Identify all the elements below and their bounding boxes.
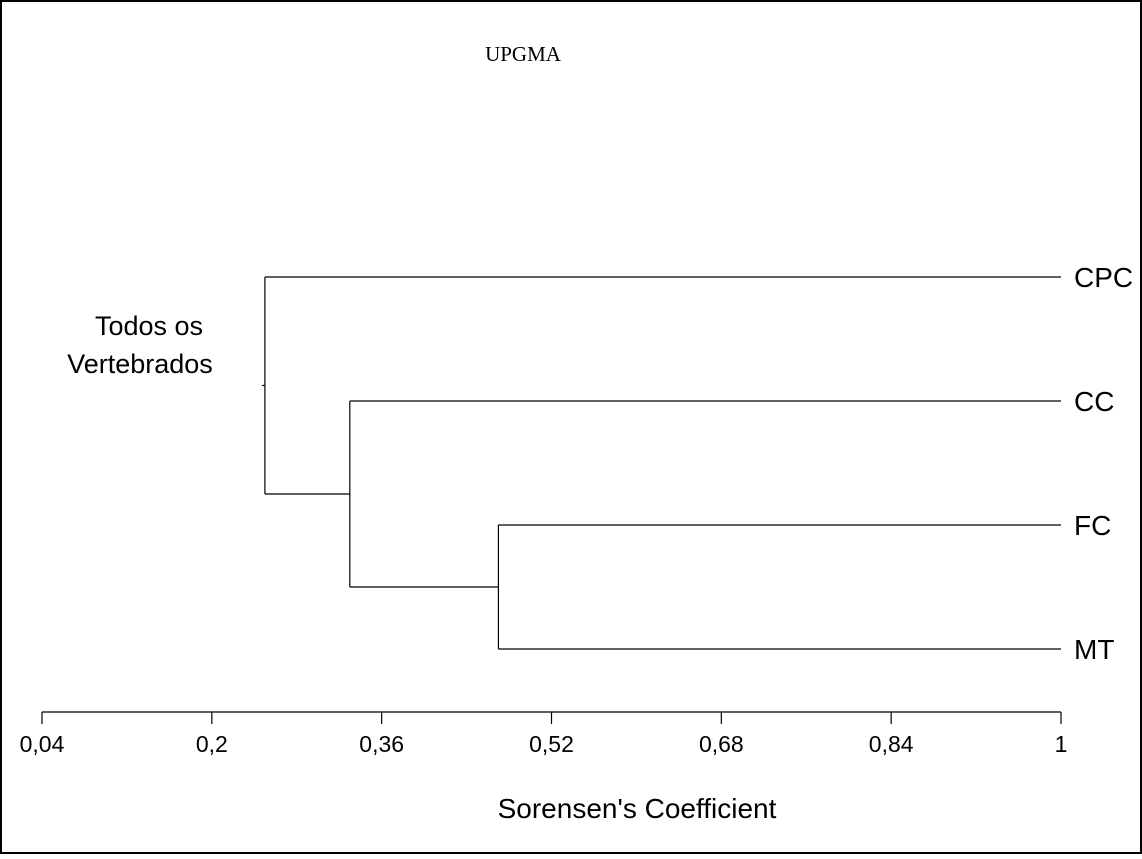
x-tick-label: 0,68 (699, 731, 744, 757)
group-label-line-1: Todos os (95, 311, 203, 341)
x-tick-label: 0,2 (196, 731, 228, 757)
x-axis-label: Sorensen's Coefficient (498, 793, 777, 824)
x-tick-label: 0,84 (869, 731, 914, 757)
leaf-label-fc: FC (1074, 510, 1111, 541)
group-label-line-2: Vertebrados (67, 349, 213, 379)
x-axis-ticks: 0,04 0,2 0,36 0,52 0,68 0,84 1 (20, 712, 1068, 757)
leaf-labels: CPC CC FC MT (1074, 262, 1133, 665)
leaf-label-cpc: CPC (1074, 262, 1133, 293)
x-tick-label: 1 (1055, 731, 1068, 757)
chart-title: UPGMA (485, 42, 562, 66)
leaf-label-mt: MT (1074, 634, 1114, 665)
x-tick-label: 0,36 (359, 731, 404, 757)
x-tick-label: 0,04 (20, 731, 65, 757)
leaf-label-cc: CC (1074, 386, 1114, 417)
dendrogram-tree (261, 276, 1061, 650)
x-tick-label: 0,52 (529, 731, 574, 757)
